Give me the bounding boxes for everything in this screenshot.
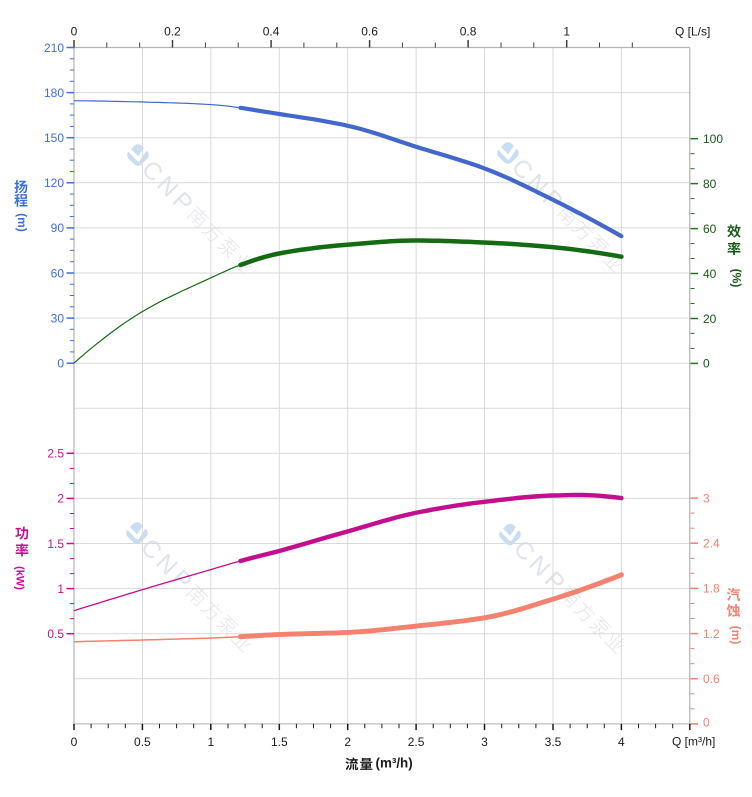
svg-text:Q [L/s]: Q [L/s] [675, 25, 710, 39]
svg-text:90: 90 [51, 221, 65, 235]
svg-text:0.8: 0.8 [460, 25, 477, 39]
svg-text:0.2: 0.2 [164, 25, 181, 39]
svg-text:1: 1 [563, 25, 570, 39]
svg-text:2: 2 [344, 735, 351, 749]
svg-text:60: 60 [703, 222, 717, 236]
svg-text:0: 0 [703, 357, 710, 371]
svg-text:(m³/h): (m³/h) [376, 756, 413, 771]
svg-text:100: 100 [703, 132, 723, 146]
svg-text:1: 1 [57, 582, 64, 596]
svg-text:1.2: 1.2 [703, 627, 720, 641]
svg-text:0.5: 0.5 [47, 627, 64, 641]
svg-text:1.8: 1.8 [703, 582, 720, 596]
svg-text:210: 210 [44, 41, 64, 55]
svg-text:1.5: 1.5 [271, 735, 288, 749]
svg-text:(m): (m) [15, 213, 29, 232]
svg-text:2.4: 2.4 [703, 537, 720, 551]
svg-text:0.4: 0.4 [263, 25, 280, 39]
svg-text:(kW): (kW) [14, 566, 26, 590]
svg-text:0: 0 [71, 25, 78, 39]
svg-text:2: 2 [57, 492, 64, 506]
svg-text:1: 1 [207, 735, 214, 749]
svg-text:20: 20 [703, 312, 717, 326]
svg-text:150: 150 [44, 131, 64, 145]
svg-text:4: 4 [618, 735, 625, 749]
svg-text:1.5: 1.5 [47, 537, 64, 551]
svg-text:0.6: 0.6 [361, 25, 378, 39]
svg-text:(%): (%) [730, 269, 744, 288]
svg-text:180: 180 [44, 86, 64, 100]
svg-text:120: 120 [44, 176, 64, 190]
svg-text:30: 30 [51, 311, 65, 325]
svg-text:40: 40 [703, 267, 717, 281]
svg-text:2.5: 2.5 [47, 447, 64, 461]
svg-text:2.5: 2.5 [408, 735, 425, 749]
svg-text:3: 3 [481, 735, 488, 749]
svg-text:(m): (m) [729, 626, 743, 645]
svg-text:80: 80 [703, 177, 717, 191]
svg-text:0.6: 0.6 [703, 672, 720, 686]
svg-text:0: 0 [71, 735, 78, 749]
svg-text:0.5: 0.5 [134, 735, 151, 749]
svg-text:3.5: 3.5 [545, 735, 562, 749]
svg-text:Q [m³/h]: Q [m³/h] [672, 735, 715, 749]
svg-text:0: 0 [57, 357, 64, 371]
svg-text:3: 3 [703, 491, 710, 505]
svg-text:60: 60 [51, 266, 65, 280]
svg-text:0: 0 [703, 716, 710, 730]
